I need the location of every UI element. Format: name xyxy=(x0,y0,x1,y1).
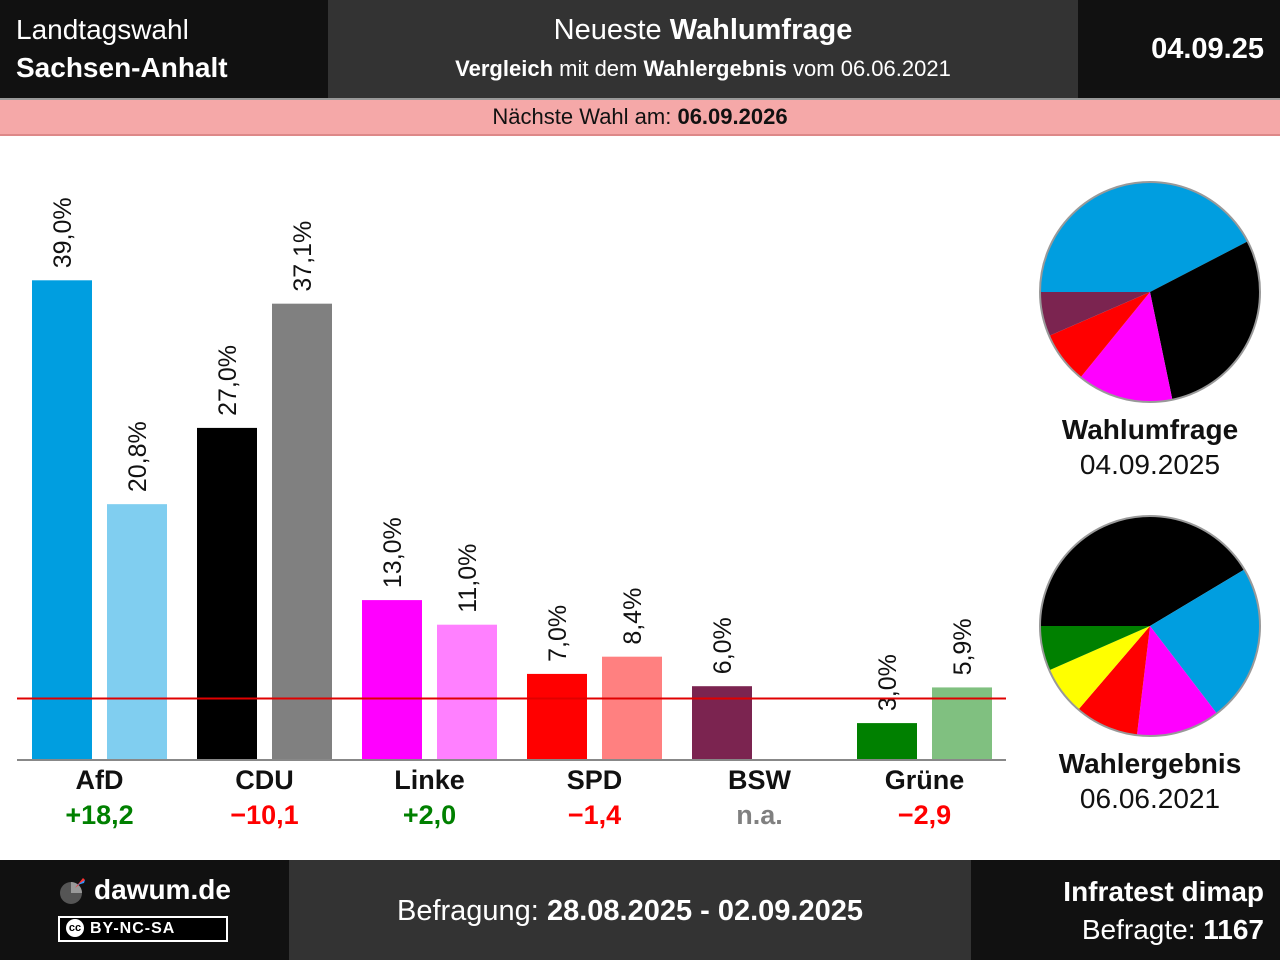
bar-linke-poll xyxy=(362,600,422,760)
header-date-box: 04.09.25 xyxy=(1078,0,1280,98)
bar-afd-poll xyxy=(32,280,92,760)
bar-label-cdu-poll: 27,0% xyxy=(214,345,242,416)
survey-period: Befragung: 28.08.2025 - 02.09.2025 xyxy=(289,895,971,928)
pie-poll-slice-1 xyxy=(1150,241,1260,400)
bar-grüne-poll xyxy=(857,723,917,760)
pie-result-slice-0 xyxy=(1040,516,1245,626)
category-label-spd: SPD xyxy=(567,765,623,795)
page-subtitle: Vergleich mit dem Wahlergebnis vom 06.06… xyxy=(328,56,1078,82)
pie-chart-result xyxy=(1039,515,1261,737)
bar-cdu-result xyxy=(272,303,332,760)
institute-name: Infratest dimap xyxy=(1063,876,1264,907)
pie-poll-slice-3 xyxy=(1049,292,1150,378)
bar-label-afd-poll: 39,0% xyxy=(49,197,77,268)
pie-poll-slice-0 xyxy=(1040,182,1248,292)
survey-dates: 28.08.2025 - 02.09.2025 xyxy=(546,895,863,927)
subtitle-bold-2: Wahlergebnis xyxy=(643,56,787,81)
pie-result-outline xyxy=(1039,515,1261,737)
footer-institute xyxy=(971,860,1280,960)
pie-poll-date: 04.09.2025 xyxy=(1079,449,1221,480)
bar-label-cdu-result: 37,1% xyxy=(289,221,317,292)
bar-label-spd-result: 8,4% xyxy=(619,588,647,645)
category-label-afd: AfD xyxy=(76,765,124,795)
difference-label-afd: +18,2 xyxy=(65,800,133,830)
difference-label-grüne: −2,9 xyxy=(898,800,951,830)
header-region: Landtagswahl Sachsen-Anhalt xyxy=(0,0,328,98)
header-title: Neueste Wahlumfrage Vergleich mit dem Wa… xyxy=(328,0,1078,98)
footer-left xyxy=(0,860,289,960)
pie-poll-outline xyxy=(1039,181,1261,403)
region-name: Sachsen-Anhalt xyxy=(16,52,228,83)
bar-label-afd-result: 20,8% xyxy=(124,421,152,492)
subtitle-text-1: mit dem xyxy=(553,56,644,81)
survey-label: Befragung: xyxy=(396,895,547,927)
bar-grüne-result xyxy=(932,687,992,760)
pie-result-title: Wahlergebnis xyxy=(1058,748,1242,779)
next-election-bar: Nächste Wahl am: 06.09.2026 xyxy=(0,98,1280,136)
next-election-date: 06.09.2026 xyxy=(677,104,788,129)
respondents-count: 1167 xyxy=(1203,914,1264,945)
pie-chart-poll xyxy=(1039,181,1261,403)
pie-poll-slice-4 xyxy=(1040,292,1150,336)
category-label-linke: Linke xyxy=(394,765,465,795)
footer-survey: Befragung: 28.08.2025 - 02.09.2025 xyxy=(289,860,971,960)
category-label-cdu: CDU xyxy=(235,765,294,795)
bar-spd-poll xyxy=(527,673,587,760)
header-date: 04.09.25 xyxy=(1151,33,1264,65)
pie-poll-slice-2 xyxy=(1080,292,1173,402)
subtitle-text-2: vom 06.06.2021 xyxy=(786,56,951,81)
bar-label-linke-poll: 13,0% xyxy=(379,517,407,588)
bar-label-linke-result: 11,0% xyxy=(454,544,482,613)
pie-result-slice-2 xyxy=(1136,626,1217,736)
license-badge[interactable]: cc BY-NC-SA xyxy=(58,916,228,942)
pie-result-slice-1 xyxy=(1150,569,1260,714)
respondents: Befragte: 1167 xyxy=(1082,914,1264,946)
difference-label-linke: +2,0 xyxy=(403,800,456,830)
pie-result-slice-4 xyxy=(1049,626,1150,710)
license-text: BY-NC-SA xyxy=(90,920,176,937)
category-label-grüne: Grüne xyxy=(885,765,965,795)
difference-label-cdu: −10,1 xyxy=(230,800,298,830)
bar-afd-result xyxy=(107,504,167,760)
category-label-bsw: BSW xyxy=(728,765,792,795)
cc-icon: cc xyxy=(66,919,84,937)
bar-bsw-poll xyxy=(692,686,752,760)
pie-result-slice-3 xyxy=(1078,626,1150,736)
title-bold: Wahlumfrage xyxy=(669,14,853,46)
respondents-label: Befragte: xyxy=(1081,914,1204,945)
bar-cdu-poll xyxy=(197,427,257,760)
title-prefix: Neueste xyxy=(553,14,662,46)
pie-poll-title: Wahlumfrage xyxy=(1061,414,1239,445)
subtitle-bold-1: Vergleich xyxy=(455,56,554,81)
bar-spd-result xyxy=(602,656,662,760)
bar-label-grüne-result: 5,9% xyxy=(949,618,977,675)
dawum-logo-icon xyxy=(60,878,85,904)
bar-label-bsw-poll: 6,0% xyxy=(709,617,737,674)
pie-result-date: 06.06.2021 xyxy=(1079,783,1221,814)
site-link[interactable]: dawum.de xyxy=(94,874,231,905)
next-election-label: Nächste Wahl am: xyxy=(492,104,678,129)
bar-linke-result xyxy=(437,624,497,760)
bar-label-grüne-poll: 3,0% xyxy=(874,654,902,711)
pie-result-slice-5 xyxy=(1040,626,1150,671)
page-title: Neueste Wahlumfrage xyxy=(328,14,1078,47)
difference-label-spd: −1,4 xyxy=(568,800,621,830)
region-election-type: Landtagswahl xyxy=(16,14,189,45)
difference-label-bsw: n.a. xyxy=(736,800,783,830)
bar-label-spd-poll: 7,0% xyxy=(544,605,572,662)
